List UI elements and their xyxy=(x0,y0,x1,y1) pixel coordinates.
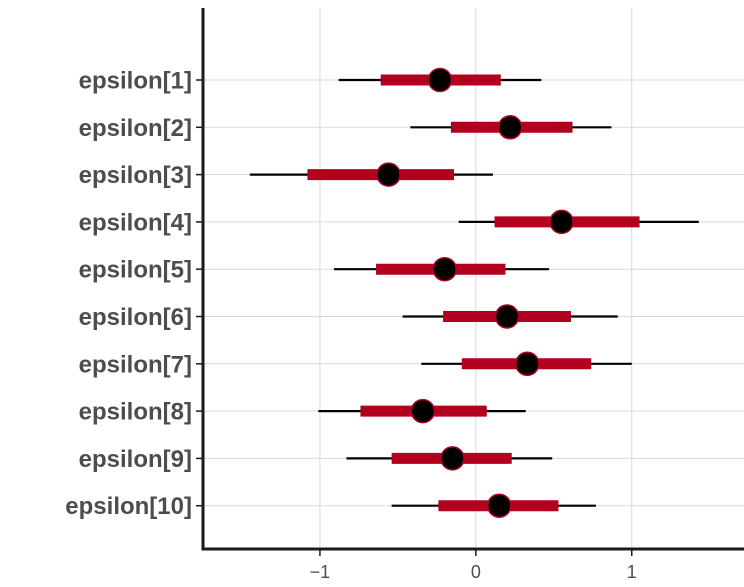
inner-intervals xyxy=(307,74,640,512)
y-tick-label-8: epsilon[8] xyxy=(79,399,192,426)
x-tick-label-1: 0 xyxy=(471,562,481,582)
median-point-4 xyxy=(549,209,574,235)
median-point-10 xyxy=(486,493,512,518)
median-point-3 xyxy=(376,162,401,187)
median-point-1 xyxy=(427,67,453,93)
y-tick-label-4: epsilon[4] xyxy=(79,209,192,236)
x-tick-label-0: −1 xyxy=(310,562,331,582)
x-axis-labels: −1 0 1 xyxy=(310,562,637,582)
y-tick-label-6: epsilon[6] xyxy=(79,304,192,331)
median-points xyxy=(376,67,574,518)
y-tick-label-9: epsilon[9] xyxy=(79,446,192,473)
median-point-6 xyxy=(494,304,520,329)
median-point-7 xyxy=(515,351,540,377)
axes xyxy=(196,8,744,556)
y-tick-label-3: epsilon[3] xyxy=(79,162,192,189)
x-tick-label-2: 1 xyxy=(627,562,637,582)
median-point-8 xyxy=(410,398,436,424)
y-axis-labels: epsilon[1] epsilon[2] epsilon[3] epsilon[4]… xyxy=(65,68,192,521)
y-tick-label-7: epsilon[7] xyxy=(79,351,192,378)
median-point-9 xyxy=(440,446,465,471)
y-tick-label-1: epsilon[1] xyxy=(79,68,192,95)
grid-lines xyxy=(203,8,744,549)
median-point-2 xyxy=(497,115,523,140)
y-tick-label-2: epsilon[2] xyxy=(79,115,192,142)
median-point-5 xyxy=(432,256,457,282)
y-tick-label-5: epsilon[5] xyxy=(79,257,192,284)
y-tick-label-10: epsilon[10] xyxy=(65,493,192,520)
